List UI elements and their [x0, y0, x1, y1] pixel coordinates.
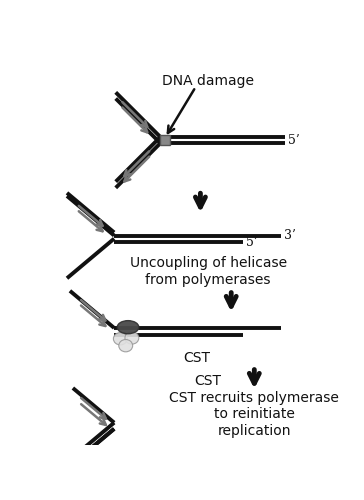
Text: CST: CST	[195, 374, 222, 388]
Text: 3’: 3’	[284, 229, 296, 242]
Text: DNA damage: DNA damage	[162, 74, 254, 88]
Text: 5’: 5’	[288, 134, 300, 146]
Ellipse shape	[114, 332, 127, 345]
Ellipse shape	[117, 320, 139, 334]
Text: CST recruits polymerase
to reinitiate
replication: CST recruits polymerase to reinitiate re…	[169, 391, 339, 438]
Text: CST: CST	[183, 351, 210, 365]
Text: 5’: 5’	[246, 236, 258, 249]
Text: Uncoupling of helicase
from polymerases: Uncoupling of helicase from polymerases	[130, 256, 287, 286]
Ellipse shape	[119, 340, 132, 352]
Bar	[159, 134, 170, 145]
Ellipse shape	[125, 332, 139, 344]
